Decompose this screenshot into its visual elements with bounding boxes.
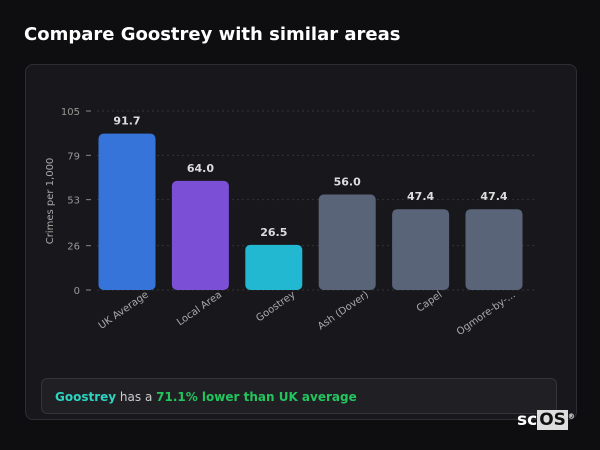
bar[interactable] [392,209,450,290]
bar[interactable] [171,180,229,290]
y-tick-label: 0 [74,286,80,297]
bar-value-label: 56.0 [334,176,361,189]
bar[interactable] [318,194,376,290]
x-tick-label: Ash (Dover) [316,289,371,332]
bar-value-label: 26.5 [260,226,287,239]
x-tick-label: Local Area [175,289,224,328]
summary-stat: 71.1% lower than UK average [156,390,357,404]
y-tick-label: 105 [61,107,80,118]
y-axis-label: Crimes per 1,000 [45,158,56,245]
y-tick-label: 53 [67,196,80,207]
area-name: Goostrey [55,390,117,404]
x-tick-label: Capel [415,289,445,314]
bar-value-label: 91.7 [113,115,140,128]
bar-value-label: 47.4 [407,190,434,203]
bar[interactable] [98,133,156,290]
y-tick-label: 79 [67,151,80,162]
scos-logo: sc OS ® [517,410,575,430]
page-title: Compare Goostrey with similar areas [24,24,401,45]
x-tick-label: Goostrey [254,289,297,324]
summary-text: has a [116,390,157,404]
bar[interactable] [245,244,303,290]
bar-value-label: 64.0 [187,162,214,175]
y-tick-label: 26 [67,242,80,253]
bar-value-label: 47.4 [480,190,507,203]
bar[interactable] [465,209,523,290]
summary-box: Goostrey has a 71.1% lower than UK avera… [41,378,557,414]
x-tick-label: UK Average [97,289,151,331]
x-tick-label: Ogmore-by-... [455,289,518,338]
